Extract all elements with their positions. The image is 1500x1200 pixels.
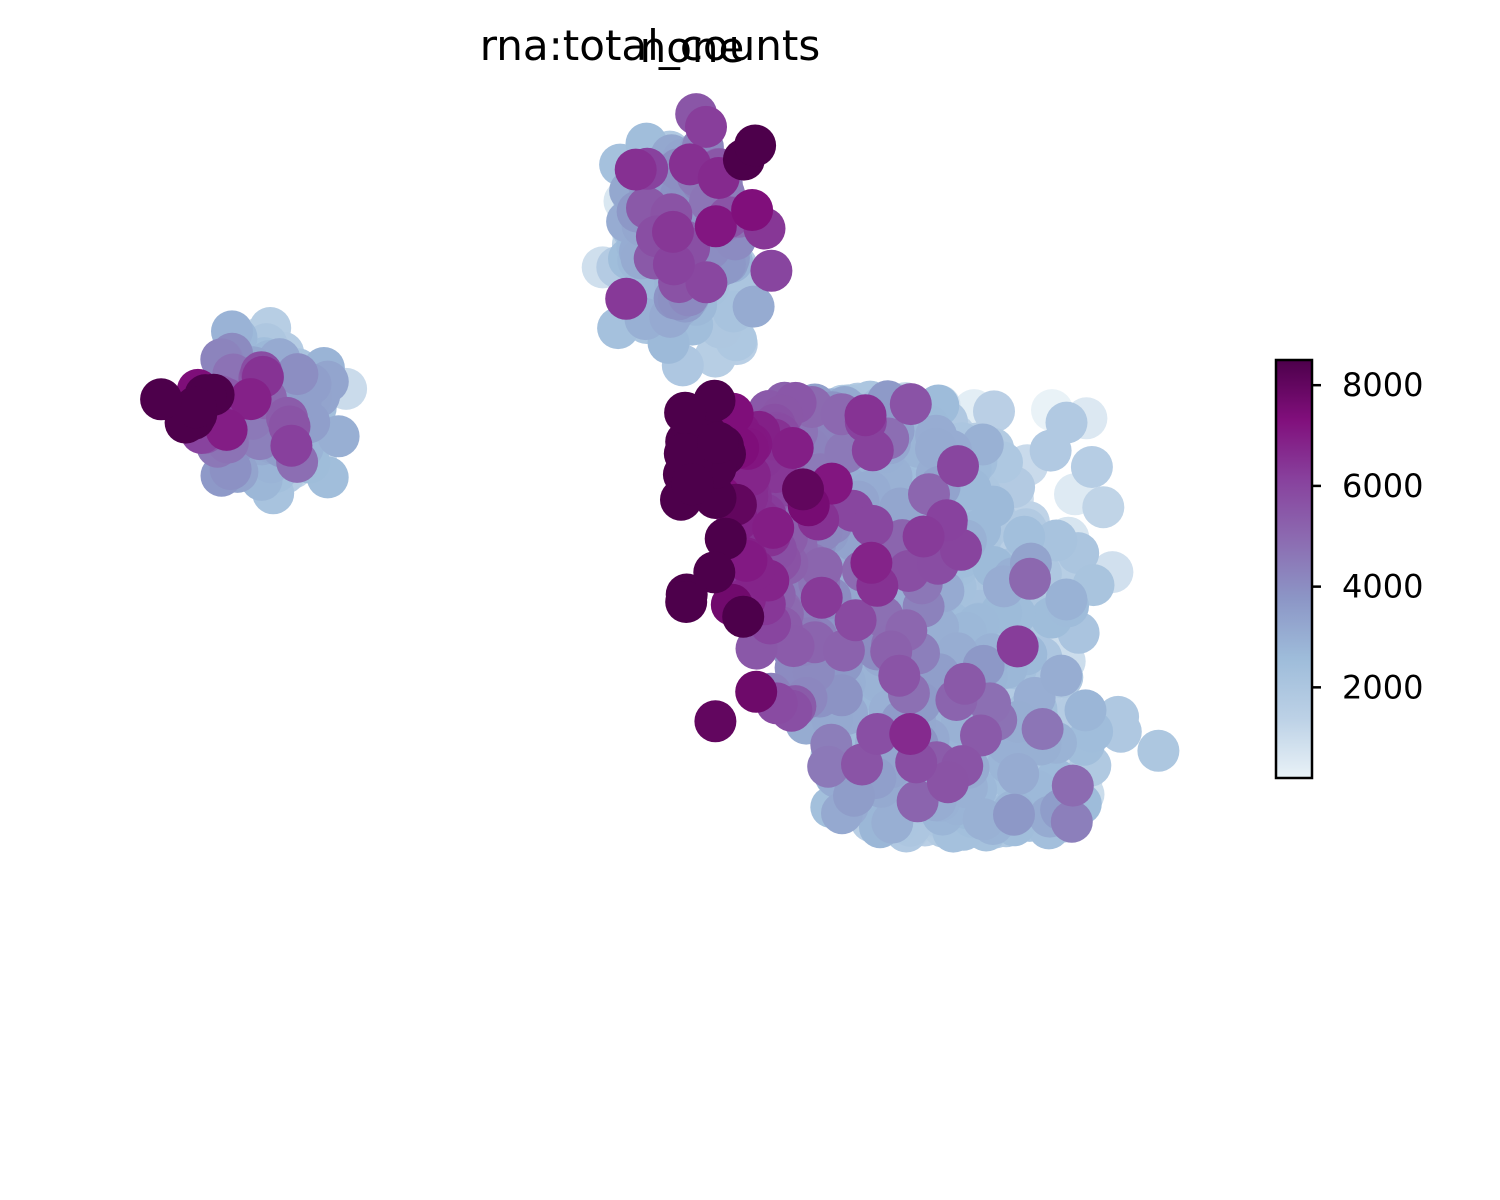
scatter-point bbox=[276, 353, 319, 396]
scatter-point bbox=[665, 581, 708, 623]
scatter-point bbox=[229, 378, 272, 421]
scatter-point bbox=[697, 421, 739, 464]
scatter-point bbox=[851, 429, 894, 472]
colorbar-tick-label: 8000 bbox=[1342, 366, 1423, 404]
scatter-point bbox=[1051, 764, 1094, 807]
scatter-point bbox=[731, 189, 774, 231]
scatter-point bbox=[782, 468, 824, 511]
scatter-point bbox=[1082, 486, 1125, 529]
scatter-point bbox=[851, 504, 894, 547]
chart-title-primary: rna:total_counts bbox=[480, 21, 820, 70]
colorbar-ticks: 2000 4000 6000 8000 bbox=[1312, 366, 1423, 706]
scatter-point bbox=[685, 261, 728, 304]
scatter-point bbox=[605, 277, 648, 320]
scatter-point bbox=[1064, 689, 1107, 732]
scatter-point bbox=[652, 243, 695, 286]
scatter-point bbox=[834, 599, 877, 642]
scatter-point bbox=[750, 249, 793, 292]
scatter-point bbox=[735, 670, 778, 713]
scatter-point bbox=[1070, 446, 1113, 488]
scatter-point bbox=[993, 793, 1035, 836]
scatter-point bbox=[889, 713, 932, 755]
scatter-point bbox=[652, 210, 694, 253]
scatter-point bbox=[694, 700, 737, 743]
scatter-point bbox=[664, 391, 707, 434]
scatter-points bbox=[140, 93, 1180, 853]
colorbar-tick-label: 6000 bbox=[1342, 467, 1423, 505]
scatter-point bbox=[800, 547, 843, 590]
scatter-point bbox=[685, 105, 727, 148]
scatter-point bbox=[722, 595, 765, 638]
scatter-point bbox=[973, 390, 1015, 433]
scatter-point bbox=[174, 386, 217, 429]
scatter-point bbox=[937, 445, 979, 488]
scatter-point bbox=[943, 662, 986, 705]
scatter-point bbox=[850, 541, 893, 584]
scatter-point bbox=[1045, 578, 1088, 621]
scatter-point bbox=[896, 780, 939, 823]
scatter-point bbox=[1021, 708, 1064, 750]
scatter-point bbox=[140, 378, 183, 421]
scatter-point bbox=[902, 515, 945, 558]
scatter-point bbox=[1009, 557, 1051, 600]
scatter-point bbox=[704, 517, 747, 560]
scatter-point bbox=[732, 285, 775, 328]
colorbar: 2000 4000 6000 8000 bbox=[1274, 358, 1423, 780]
scatter-point bbox=[997, 753, 1040, 795]
scatter-point bbox=[889, 383, 932, 426]
scatter-point bbox=[752, 506, 795, 549]
scatter-point bbox=[820, 674, 863, 717]
colorbar-tick-label: 4000 bbox=[1342, 568, 1423, 606]
scatter-point bbox=[734, 124, 777, 167]
scatter-point bbox=[844, 394, 887, 437]
chart-title-overlay: none bbox=[640, 23, 745, 72]
scatter-point bbox=[1137, 729, 1180, 772]
scatter-point bbox=[800, 576, 843, 619]
scatter-point bbox=[960, 714, 1002, 757]
scatter-point bbox=[1029, 429, 1072, 472]
scatter-point bbox=[856, 713, 899, 755]
scatter-point bbox=[694, 205, 737, 248]
scatter-point bbox=[671, 463, 714, 506]
scatter-point bbox=[1040, 654, 1083, 697]
scatter-point bbox=[878, 654, 921, 697]
scatter-point bbox=[807, 745, 850, 788]
scatter-point bbox=[926, 761, 969, 804]
scatter-point bbox=[771, 427, 814, 469]
scatter-point bbox=[614, 148, 657, 191]
scatter-point bbox=[270, 424, 313, 467]
scatter-point bbox=[996, 625, 1039, 668]
scatter-point bbox=[1050, 800, 1093, 843]
colorbar-tick-label: 2000 bbox=[1342, 668, 1423, 706]
colorbar-gradient bbox=[1274, 358, 1314, 780]
